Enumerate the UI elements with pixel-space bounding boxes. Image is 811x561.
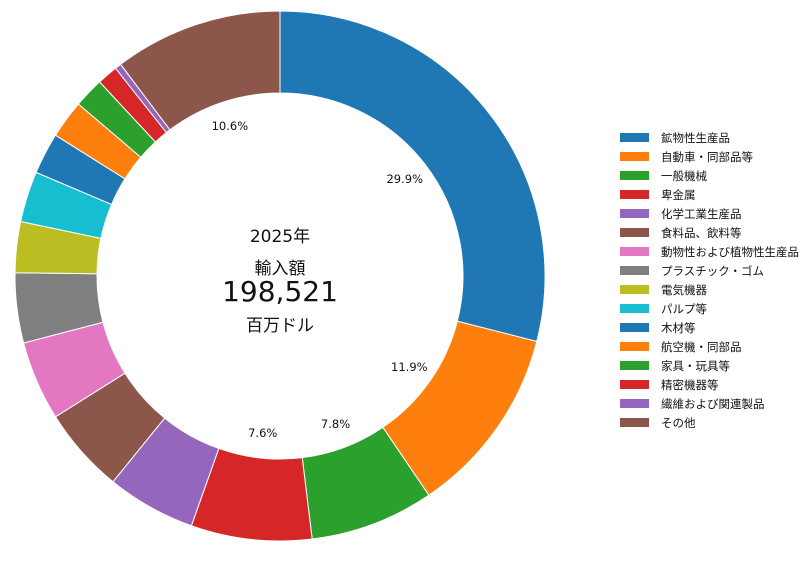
legend-label: パルプ等: [661, 301, 707, 316]
slice-label-1: 29.9%: [386, 172, 423, 186]
legend-swatch: [620, 418, 649, 427]
legend-swatch: [620, 209, 649, 218]
slice-label-4: 7.6%: [248, 426, 277, 440]
slice-label-2: 11.9%: [391, 360, 428, 374]
legend: 鉱物性生産品自動車・同部品等 一般機械卑金属化学工業生産品 食料品、飲料等動物性およ…: [620, 128, 799, 432]
center-value: 198,521: [222, 275, 338, 308]
legend-label: 動物性および植物性生産品: [661, 244, 799, 259]
legend-item: 精密機器等: [620, 375, 799, 394]
legend-item: 家具・玩具等: [620, 356, 799, 375]
legend-label: 化学工業生産品: [661, 206, 742, 221]
legend-label: 家具・玩具等: [661, 358, 730, 373]
legend-swatch: [620, 323, 649, 332]
center-unit: 百万ドル: [246, 316, 314, 336]
legend-label: その他: [661, 415, 696, 430]
slice-labels: 29.9% 11.9% 7.8% 7.6% 10.6%: [212, 119, 428, 440]
center-year: 2025年: [249, 227, 311, 247]
legend-item: 木材等: [620, 318, 799, 337]
legend-item: 繊維および関連製品: [620, 394, 799, 413]
legend-swatch: [620, 228, 649, 237]
legend-item: その他: [620, 413, 799, 432]
legend-label: 食料品、飲料等: [661, 225, 742, 240]
slice-label-16: 10.6%: [212, 119, 249, 133]
slice-16: [119, 10, 281, 131]
legend-label: 鉱物性生産品: [661, 130, 730, 145]
legend-swatch: [620, 247, 649, 256]
legend-item: 航空機・同部品: [620, 337, 799, 356]
legend-label: 自動車・同部品等: [661, 149, 753, 164]
legend-item: 一般機械: [620, 166, 799, 185]
slice-label-3: 7.8%: [321, 417, 350, 431]
legend-item: 鉱物性生産品: [620, 128, 799, 147]
legend-item: 自動車・同部品等: [620, 147, 799, 166]
legend-label: 木材等: [661, 320, 696, 335]
legend-label: 電気機器: [661, 282, 707, 297]
legend-swatch: [620, 285, 649, 294]
slice-1: [279, 10, 546, 343]
center-label: 輸入額: [254, 259, 306, 279]
legend-label: 航空機・同部品: [661, 339, 742, 354]
legend-swatch: [620, 304, 649, 313]
legend-item: 化学工業生産品: [620, 204, 799, 223]
donut-slices: [14, 10, 546, 542]
legend-item: プラスチック・ゴム: [620, 261, 799, 280]
legend-label: 卑金属: [661, 187, 696, 202]
legend-swatch: [620, 380, 649, 389]
legend-label: プラスチック・ゴム: [661, 263, 765, 278]
legend-item: 動物性および植物性生産品: [620, 242, 799, 261]
legend-item: パルプ等: [620, 299, 799, 318]
legend-swatch: [620, 342, 649, 351]
legend-label: 一般機械: [661, 168, 707, 183]
legend-item: 食料品、飲料等: [620, 223, 799, 242]
legend-label: 繊維および関連製品: [661, 396, 765, 411]
legend-swatch: [620, 152, 649, 161]
legend-swatch: [620, 266, 649, 275]
legend-swatch: [620, 171, 649, 180]
legend-swatch: [620, 133, 649, 142]
legend-swatch: [620, 361, 649, 370]
legend-item: 卑金属: [620, 185, 799, 204]
legend-item: 電気機器: [620, 280, 799, 299]
legend-swatch: [620, 190, 649, 199]
legend-swatch: [620, 399, 649, 408]
legend-label: 精密機器等: [661, 377, 719, 392]
